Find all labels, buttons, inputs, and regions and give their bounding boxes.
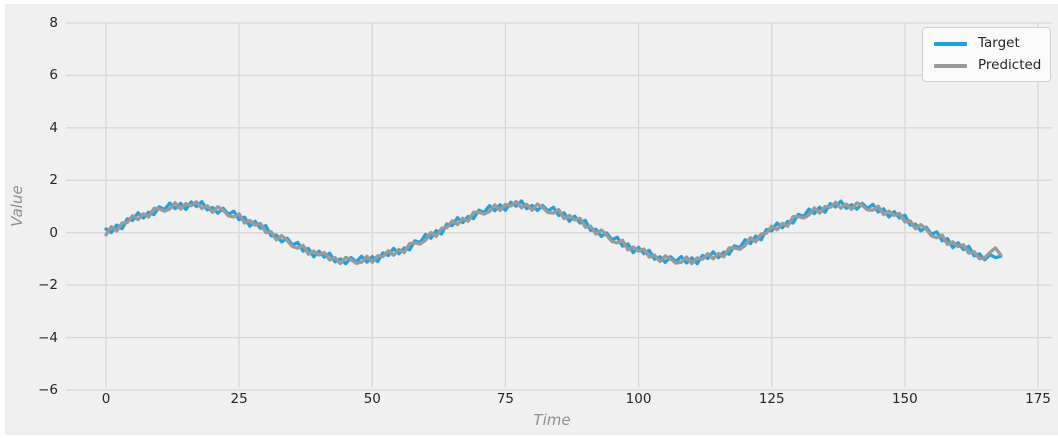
target-line-swatch-icon (934, 41, 967, 46)
y-tick-label: 4 (49, 119, 58, 136)
x-axis-label: Time (533, 411, 571, 429)
legend-label-predicted: Predicted (978, 57, 1042, 73)
legend: Target Predicted (922, 27, 1051, 82)
y-tick-label: 2 (49, 172, 58, 189)
y-tick-label: 6 (49, 67, 58, 84)
target-line (104, 199, 1003, 266)
legend-label-target: Target (978, 35, 1020, 51)
x-tick-label: 0 (101, 391, 111, 407)
legend-entry-target: Target (934, 36, 1039, 51)
x-tick-label: 100 (625, 391, 652, 407)
x-tick-label: 125 (758, 391, 785, 407)
x-tick-label: 25 (230, 391, 248, 407)
y-tick-label: 0 (49, 224, 58, 241)
y-axis-label: Value (8, 185, 26, 227)
x-tick-label: 75 (496, 391, 515, 407)
x-tick-label: 150 (891, 391, 918, 407)
y-tick-label: −2 (38, 277, 58, 294)
x-tick-label: 175 (1025, 391, 1051, 407)
y-tick-label: 8 (49, 15, 58, 31)
predicted-line-swatch-icon (934, 63, 967, 68)
predicted-line (104, 199, 1003, 266)
x-tick-label: 50 (363, 391, 381, 407)
legend-entry-predicted: Predicted (934, 57, 1042, 73)
y-tick-label: −4 (38, 329, 58, 346)
y-tick-label: −6 (38, 382, 58, 398)
